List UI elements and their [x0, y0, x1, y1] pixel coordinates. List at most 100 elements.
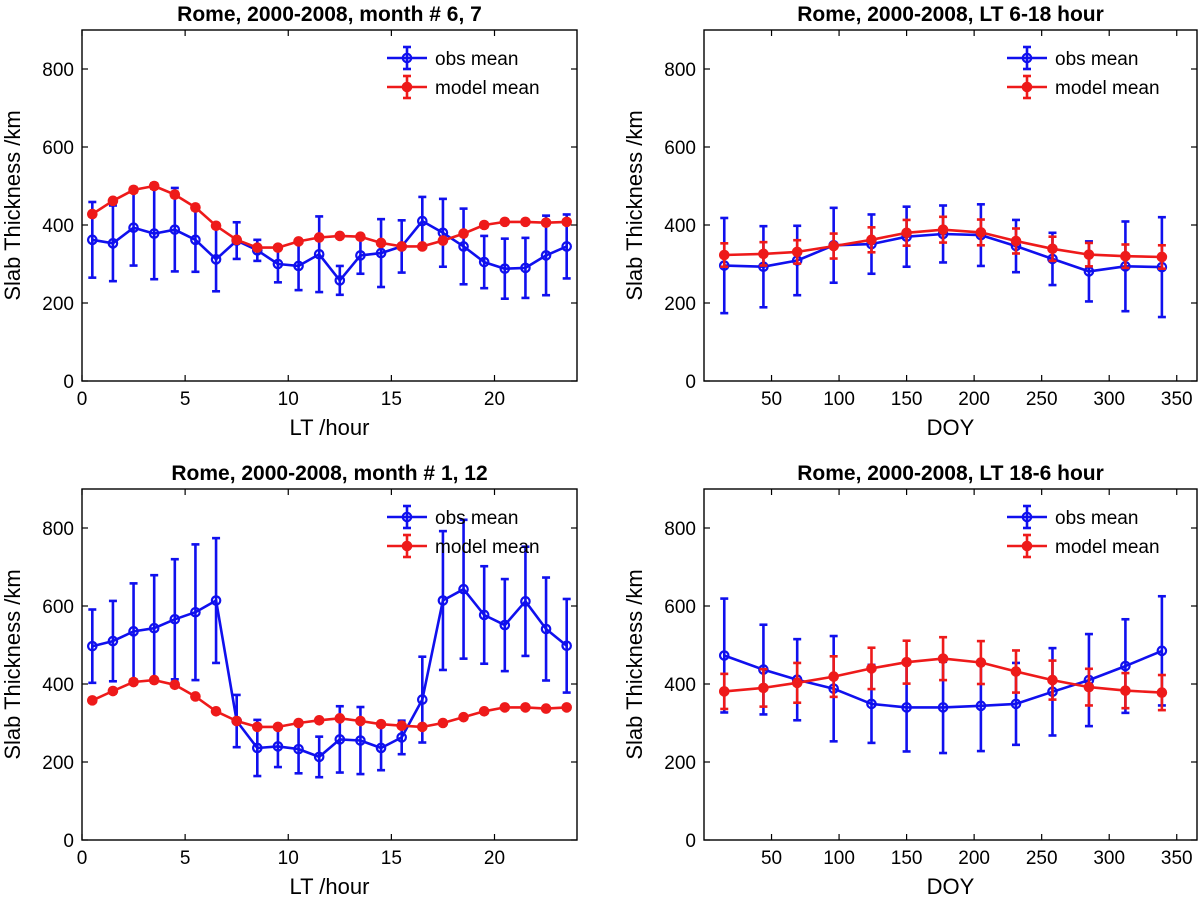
data-point	[272, 741, 284, 752]
data-point	[975, 700, 987, 712]
data-point	[313, 248, 325, 260]
y-tick-label: 0	[685, 831, 696, 852]
data-point	[1156, 251, 1168, 263]
y-axis-label: Slab Thickness /km	[622, 569, 647, 759]
series-model	[87, 674, 572, 733]
data-point	[252, 721, 263, 733]
axes-box	[703, 488, 1198, 841]
series-line	[91, 678, 567, 729]
data-point	[169, 613, 181, 625]
data-point	[540, 703, 552, 714]
data-point	[107, 685, 119, 697]
legend-marker	[1021, 540, 1033, 552]
data-point	[169, 679, 181, 691]
data-point	[148, 228, 160, 239]
data-point	[87, 234, 98, 246]
data-point	[190, 202, 201, 213]
y-tick-label: 600	[664, 597, 696, 618]
data-point	[520, 262, 531, 274]
data-point	[718, 650, 730, 661]
x-axis-label: LT /hour	[290, 874, 370, 899]
data-point	[210, 595, 222, 606]
y-tick-label: 800	[664, 519, 696, 540]
x-tick-label: 20	[484, 389, 505, 410]
legend-marker	[401, 52, 413, 64]
data-point	[334, 734, 346, 745]
data-point	[499, 216, 511, 228]
legend-label: model mean	[1055, 537, 1160, 558]
x-tick-label: 200	[958, 389, 990, 410]
data-point	[791, 246, 803, 258]
data-point	[540, 217, 552, 228]
data-point	[458, 711, 469, 723]
y-tick-label: 200	[664, 753, 696, 774]
data-point	[293, 236, 304, 247]
x-tick-label: 150	[891, 389, 923, 410]
data-point	[901, 656, 912, 668]
x-axis-label: DOY	[927, 874, 975, 899]
data-point	[1120, 685, 1131, 696]
data-point	[1010, 698, 1022, 710]
data-point	[293, 717, 304, 729]
data-point	[293, 743, 304, 755]
x-tick-label: 15	[381, 848, 402, 869]
data-point	[417, 241, 428, 252]
data-point	[1156, 687, 1168, 698]
y-tick-label: 200	[42, 753, 74, 774]
series-model	[718, 635, 1168, 712]
data-point	[561, 702, 572, 713]
legend-label: obs mean	[435, 508, 518, 529]
x-tick-label: 300	[1093, 389, 1125, 410]
data-point	[272, 242, 284, 253]
data-point	[718, 249, 730, 261]
legend-label: model mean	[435, 537, 540, 558]
data-point	[417, 694, 428, 705]
series-line	[92, 219, 568, 282]
y-tick-label: 800	[42, 60, 74, 81]
data-point	[937, 224, 949, 235]
legend: obs mean model mean	[387, 504, 540, 559]
data-point	[937, 653, 949, 664]
axes-box	[81, 29, 578, 382]
data-point	[866, 663, 877, 674]
x-tick-label: 150	[891, 848, 923, 869]
x-tick-label: 300	[1093, 848, 1125, 869]
data-point	[478, 256, 490, 268]
data-point	[334, 713, 346, 724]
data-point	[499, 702, 511, 713]
y-tick-label: 400	[42, 216, 74, 237]
data-point	[520, 596, 531, 607]
data-point	[901, 702, 912, 713]
data-point	[107, 195, 119, 207]
y-tick-label: 0	[685, 372, 696, 393]
chart-panel-1: Rome, 2000-2008, month # 6, 70 5 10 15 20020…	[0, 3, 578, 440]
x-tick-label: 100	[823, 848, 855, 869]
data-point	[828, 240, 839, 252]
data-point	[334, 275, 346, 286]
legend-label: obs mean	[435, 49, 518, 70]
data-point	[252, 742, 263, 754]
data-point	[1083, 681, 1095, 693]
data-point	[190, 691, 201, 702]
axes-box	[703, 29, 1198, 382]
legend-label: model mean	[1055, 78, 1160, 99]
data-point	[520, 702, 531, 713]
x-axis-label: DOY	[927, 415, 975, 440]
x-tick-label: 0	[77, 389, 88, 410]
data-point	[375, 237, 387, 249]
legend-label: obs mean	[1055, 49, 1138, 70]
data-point	[1010, 666, 1022, 677]
series-obs	[87, 186, 572, 301]
data-point	[107, 238, 119, 249]
data-point	[718, 686, 730, 697]
data-point	[540, 623, 552, 635]
data-point	[396, 732, 407, 743]
data-point	[901, 227, 912, 239]
data-point	[1047, 674, 1058, 686]
y-axis-label: Slab Thickness /km	[0, 110, 25, 300]
y-tick-label: 0	[63, 831, 74, 852]
x-tick-label: 50	[761, 848, 782, 869]
data-point	[975, 227, 987, 238]
data-point	[355, 231, 366, 242]
data-point	[499, 263, 511, 274]
